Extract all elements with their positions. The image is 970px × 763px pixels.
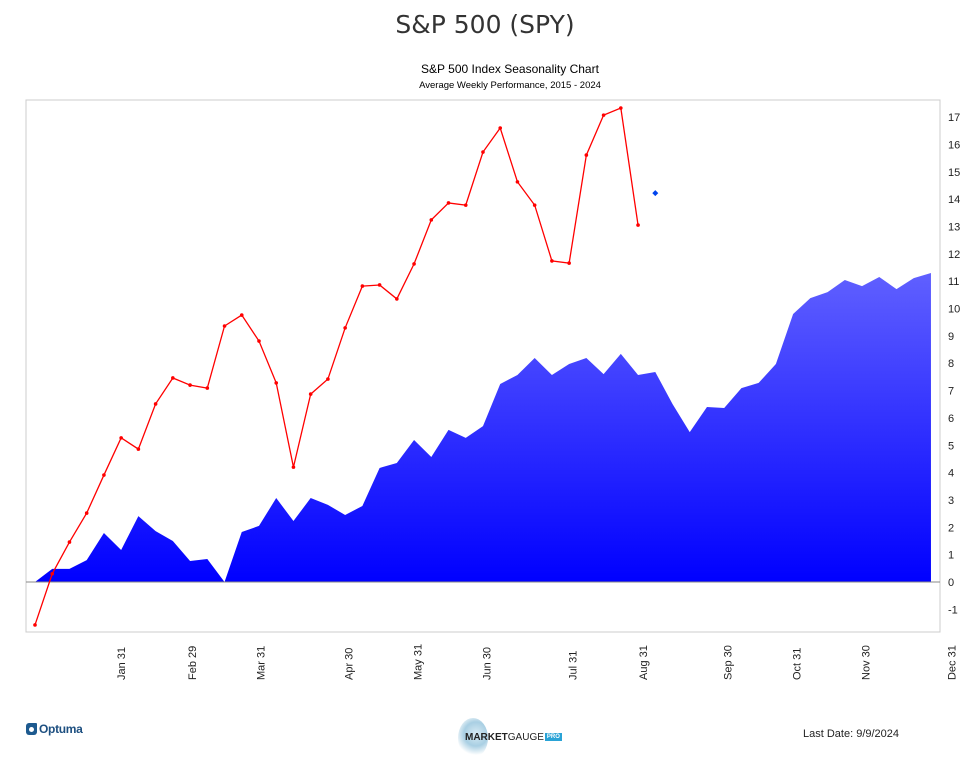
current-value-marker [652, 190, 659, 197]
current-year-point [550, 259, 554, 263]
y-tick-label: 4 [948, 468, 954, 480]
x-tick-label: Jul 31 [568, 651, 580, 680]
current-year-point [257, 339, 261, 343]
y-tick-label: 8 [948, 358, 954, 370]
current-year-point [205, 386, 210, 390]
globe-icon [458, 718, 488, 758]
current-year-point [515, 180, 520, 184]
current-year-point [619, 106, 623, 110]
y-tick-label: 0 [948, 577, 954, 589]
x-tick-label: Dec 31 [947, 645, 959, 680]
marketgauge-logo: MARKETGAUGE PRO [458, 718, 578, 758]
y-tick-label: 3 [948, 495, 954, 507]
chart-title: S&P 500 Index Seasonality Chart [421, 62, 599, 76]
optuma-icon [26, 723, 37, 735]
x-tick-label: Jun 30 [481, 647, 493, 680]
y-tick-label: 17 [948, 112, 960, 124]
current-year-point [291, 465, 296, 469]
current-year-point [412, 262, 416, 266]
x-tick-label: May 31 [413, 644, 425, 680]
current-year-point [239, 313, 244, 317]
current-year-point [188, 383, 192, 387]
current-year-point [50, 571, 55, 576]
current-year-point [153, 402, 158, 406]
seasonal-average-area [35, 272, 931, 582]
x-tick-label: Apr 30 [344, 648, 356, 680]
x-tick-label: Oct 31 [792, 648, 804, 680]
x-tick-label: Nov 30 [860, 645, 872, 680]
x-tick-label: Mar 31 [256, 646, 268, 680]
marketgauge-logo-sub: GAUGE [507, 732, 544, 743]
y-tick-label: 11 [948, 276, 959, 288]
current-year-point [429, 218, 434, 222]
current-year-point [102, 473, 106, 477]
current-year-point [463, 203, 468, 207]
current-year-point [308, 392, 313, 396]
y-tick-label: 1 [948, 550, 954, 562]
y-tick-label: 13 [948, 221, 960, 233]
current-year-point [33, 623, 37, 627]
y-tick-label: 10 [948, 304, 960, 316]
current-year-point [84, 511, 89, 515]
current-year-point [360, 284, 365, 288]
y-tick-label: -1 [948, 604, 958, 616]
current-year-point [601, 113, 606, 117]
current-year-point [171, 376, 175, 380]
y-tick-label: 7 [948, 386, 954, 398]
current-year-point [343, 326, 347, 330]
marketgauge-pro-badge: PRO [544, 733, 562, 742]
current-year-point [481, 150, 485, 154]
marketgauge-logo-main: MARKET [465, 732, 508, 743]
current-year-line [34, 107, 639, 626]
y-tick-label: 5 [948, 440, 954, 452]
y-tick-label: 12 [948, 249, 960, 261]
current-year-point [567, 261, 571, 265]
optuma-logo: Optuma [26, 722, 83, 736]
current-year-point [67, 540, 72, 544]
y-tick-label: 9 [948, 331, 954, 343]
x-tick-label: Feb 29 [187, 646, 199, 680]
y-tick-label: 16 [948, 139, 960, 151]
current-year-point [395, 297, 399, 301]
y-tick-label: 6 [948, 413, 954, 425]
optuma-logo-text: Optuma [39, 722, 83, 736]
current-year-point [377, 283, 382, 287]
current-year-point [532, 203, 537, 207]
current-year-point [584, 153, 589, 157]
page-title: S&P 500 (SPY) [395, 10, 575, 39]
current-year-point [222, 324, 227, 328]
x-tick-label: Aug 31 [638, 645, 650, 680]
last-date: Last Date: 9/9/2024 [803, 728, 900, 740]
current-year-point [498, 126, 503, 130]
current-year-point [636, 223, 640, 227]
plot-frame [25, 99, 941, 633]
y-tick-label: 14 [948, 194, 960, 206]
current-year-point [119, 436, 123, 440]
current-year-point [136, 447, 141, 451]
current-year-point [326, 377, 330, 381]
x-tick-label: Sep 30 [723, 645, 735, 680]
chart-subtitle: Average Weekly Performance, 2015 - 2024 [419, 80, 601, 91]
current-year-point [274, 381, 279, 385]
current-year-point [446, 201, 451, 205]
y-tick-label: 15 [948, 167, 960, 179]
x-tick-label: Jan 31 [116, 647, 128, 680]
y-tick-label: 2 [948, 522, 954, 534]
